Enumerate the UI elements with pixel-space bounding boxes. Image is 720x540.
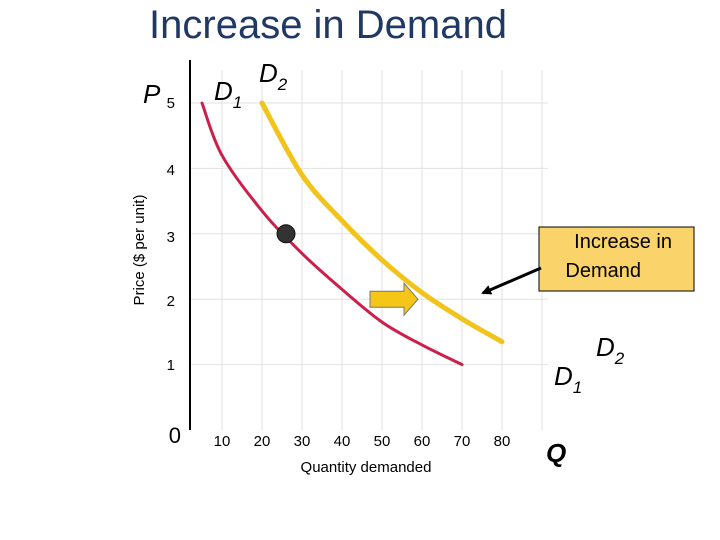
annotation-box-bg <box>538 226 695 292</box>
y-axis-symbol: P <box>143 79 161 109</box>
d2-end-sub: 2 <box>614 349 625 368</box>
d2-end-label: D2 <box>596 332 625 368</box>
x-tick-20: 20 <box>254 433 271 450</box>
d1-top-main: D <box>214 76 233 106</box>
x-tick-30: 30 <box>294 433 311 450</box>
annotation-box: Increase in Demand <box>538 226 695 292</box>
y-tick-4: 4 <box>167 162 175 179</box>
d2-top-sub: 2 <box>277 75 288 94</box>
demand-shift-arrow <box>369 281 419 317</box>
y-tick-1: 1 <box>167 357 175 374</box>
d1-end-sub: 1 <box>573 378 582 397</box>
origin-label: 0 <box>169 423 181 448</box>
x-tick-50: 50 <box>374 433 391 450</box>
d1-top-sub: 1 <box>233 93 242 112</box>
x-tick-80: 80 <box>494 433 511 450</box>
curve-d2 <box>259 100 505 345</box>
d1-top-label: D1 <box>214 76 242 112</box>
y-axis-label: Price ($ per unit) <box>131 195 148 306</box>
x-tick-60: 60 <box>414 433 431 450</box>
curve-d1 <box>200 101 464 367</box>
annotation-line-1: Increase in <box>574 231 672 253</box>
d2-end-main: D <box>596 332 615 362</box>
d1-end-label: D1 <box>554 361 582 397</box>
equilibrium-point-marker <box>276 224 296 244</box>
x-axis-symbol: Q <box>546 438 566 468</box>
y-tick-5: 5 <box>167 95 175 112</box>
d2-top-label: D2 <box>259 58 288 94</box>
d1-end-main: D <box>554 361 573 391</box>
x-axis-label: Quantity demanded <box>301 459 432 476</box>
chart-title: Increase in Demand <box>149 3 507 47</box>
y-tick-2: 2 <box>167 293 175 310</box>
annotation-line-2: Demand <box>565 260 641 282</box>
x-tick-40: 40 <box>334 433 351 450</box>
annotation-pointer-arrow <box>481 266 542 295</box>
x-tick-70: 70 <box>454 433 471 450</box>
y-tick-3: 3 <box>167 229 175 246</box>
d2-top-main: D <box>259 58 278 88</box>
x-tick-10: 10 <box>214 433 231 450</box>
demand-curves <box>200 100 505 367</box>
